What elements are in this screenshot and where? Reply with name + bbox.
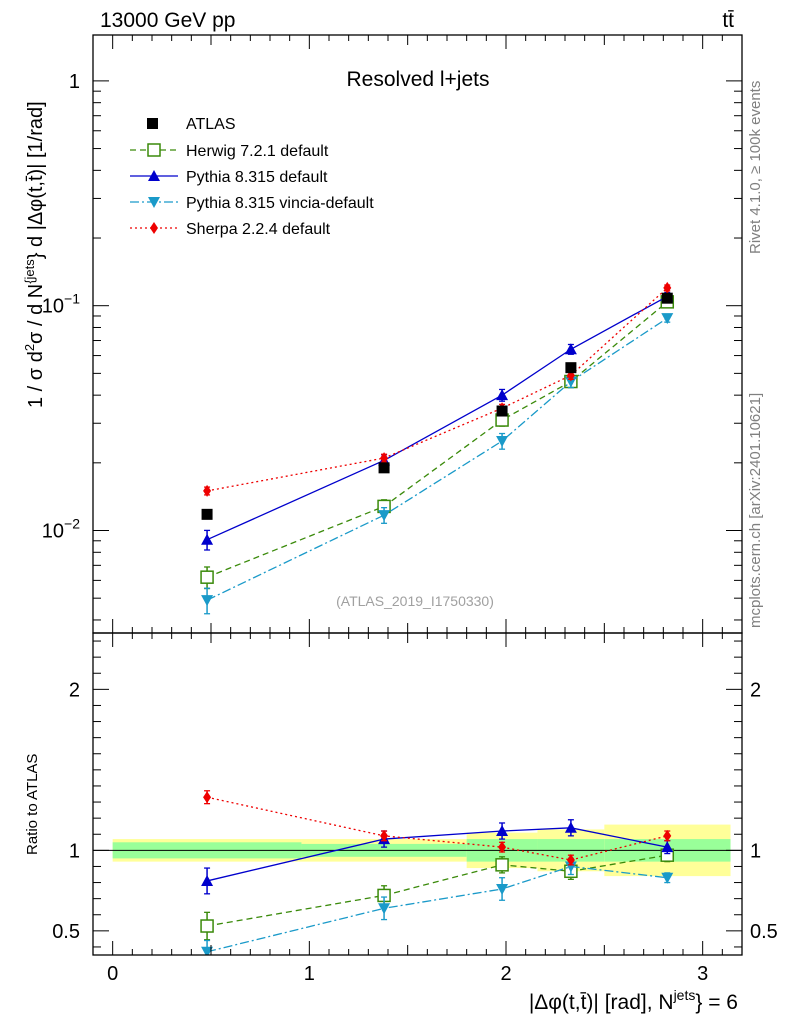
legend-marker-vincia [148, 197, 160, 208]
point-pythia-8-315-vincia-default-1 [378, 510, 391, 522]
ylabel-part-b: 2 [22, 344, 37, 351]
point-atlas-4 [661, 292, 673, 304]
ratio-point-sherpa-2-2-4-default-2 [498, 841, 507, 854]
ylabel-part-c: σ / d N [25, 284, 47, 344]
ratio-line-sherpa-2-2-4-default [206, 796, 668, 861]
point-atlas-0 [201, 508, 213, 520]
ratio-y-tick-label-left-0: 0.5 [52, 921, 80, 943]
x-axis-label: |Δφ(t,t̄)| [rad], Njets} = 6 [529, 987, 738, 1014]
legend-marker-pythia [148, 170, 160, 181]
y-tick-label-2: 10−2 [42, 516, 80, 543]
legend-label-herwig: Herwig 7.2.1 default [186, 143, 329, 160]
legend-item-vincia: Pythia 8.315 vincia-default [130, 195, 374, 212]
legend-label-pythia: Pythia 8.315 default [186, 169, 328, 186]
legend-marker-herwig [147, 143, 161, 157]
ratio-y-tick-label-right-1: 1 [750, 840, 761, 862]
analysis-id: (ATLAS_2019_I1750330) [336, 593, 494, 609]
point-herwig-7-2-1-default-0 [200, 570, 214, 584]
ratio-point-sherpa-2-2-4-default-0 [203, 791, 212, 804]
legend-marker-sherpa [150, 222, 158, 234]
ylabel-part-a: 1 / σ d [25, 351, 47, 408]
ratio-y-tick-label-right-2: 2 [750, 679, 761, 701]
legend-label-atlas: ATLAS [186, 116, 236, 133]
point-sherpa-2-2-4-default-4 [663, 281, 672, 294]
axes: 0 1 2 3 1 10−1 10−2 0.5 0.5 1 1 2 2 [42, 35, 778, 985]
xlabel-sup: jets [673, 987, 696, 1003]
legend-label-vincia: Pythia 8.315 vincia-default [186, 195, 374, 212]
legend-item-atlas: ATLAS [147, 116, 236, 133]
point-sherpa-2-2-4-default-1 [380, 452, 389, 465]
ratio-point-pythia-8-315-vincia-default-1 [378, 903, 391, 915]
rivet-label: Rivet 4.1.0, ≥ 100k events [747, 81, 764, 254]
x-tick-label-1: 1 [304, 963, 315, 985]
ratio-point-sherpa-2-2-4-default-3 [566, 854, 575, 867]
series-line-pythia-8-315-vincia-default [206, 317, 668, 601]
y-axis-label: 1 / σ d2σ / d N{jets} d |Δφ(t,t̄)| [1/ra… [22, 101, 47, 408]
legend-item-herwig: Herwig 7.2.1 default [130, 143, 329, 160]
ratio-point-pythia-8-315-vincia-default-2 [496, 883, 509, 895]
ratio-point-pythia-8-315-default-2 [496, 825, 509, 837]
point-pythia-8-315-default-3 [564, 343, 577, 355]
ratio-point-sherpa-2-2-4-default-1 [380, 829, 389, 842]
process-label: tt̄ [722, 9, 734, 32]
x-tick-label-3: 3 [697, 963, 708, 985]
legend-item-sherpa: Sherpa 2.2.4 default [130, 221, 331, 238]
ratio-frame [92, 632, 743, 956]
ratio-y-tick-label-left-2: 2 [69, 679, 80, 701]
ratio-point-pythia-8-315-vincia-default-4 [661, 872, 674, 884]
point-pythia-8-315-default-0 [201, 533, 214, 545]
point-pythia-8-315-vincia-default-2 [496, 436, 509, 448]
ylabel-part-e: } d |Δφ(t,t̄)| [1/rad] [25, 101, 47, 259]
xlabel-tail: } = 6 [695, 991, 738, 1014]
legend-label-sherpa: Sherpa 2.2.4 default [186, 221, 331, 238]
series-line-herwig-7-2-1-default [206, 301, 668, 578]
ratio-point-sherpa-2-2-4-default-4 [663, 829, 672, 842]
ratio-point-pythia-8-315-default-4 [661, 841, 674, 853]
y-tick-label-1: 10−1 [42, 291, 80, 318]
ratio-y-axis-label: Ratio to ATLAS [24, 754, 41, 855]
series-line-sherpa-2-2-4-default [206, 287, 668, 492]
legend: ATLAS Herwig 7.2.1 default Pythia 8.315 … [130, 116, 374, 238]
energy-label: 13000 GeV pp [100, 9, 235, 32]
ratio-point-pythia-8-315-default-0 [201, 874, 214, 886]
ratio-panel-series [200, 790, 675, 955]
ratio-point-pythia-8-315-vincia-default-0 [201, 946, 214, 955]
ratio-point-herwig-7-2-1-default-0 [200, 919, 214, 933]
point-atlas-3 [565, 362, 577, 374]
xlabel-main: |Δφ(t,t̄)| [rad], N [529, 991, 674, 1014]
series-line-pythia-8-315-default [206, 295, 668, 541]
ylabel-part-d: {jets [22, 259, 37, 284]
x-tick-label-2: 2 [500, 963, 511, 985]
x-tick-label-0: 0 [107, 963, 118, 985]
ratio-point-herwig-7-2-1-default-2 [495, 858, 509, 872]
main-panel-series [200, 281, 675, 615]
ratio-y-tick-label-right-0: 0.5 [750, 921, 778, 943]
legend-item-pythia: Pythia 8.315 default [130, 169, 328, 186]
ratio-y-tick-label-left-1: 1 [69, 840, 80, 862]
point-pythia-8-315-default-2 [496, 389, 509, 401]
ratio-point-pythia-8-315-default-3 [564, 821, 577, 833]
point-pythia-8-315-vincia-default-0 [201, 595, 214, 607]
point-pythia-8-315-vincia-default-4 [661, 313, 674, 325]
legend-marker-atlas [147, 118, 158, 129]
point-atlas-2 [496, 405, 508, 417]
ratio-line-pythia-8-315-vincia-default [206, 865, 668, 953]
point-sherpa-2-2-4-default-0 [203, 484, 212, 497]
point-atlas-1 [378, 462, 390, 474]
mcplots-label: mcplots.cern.ch [arXiv:2401.10621] [747, 393, 764, 628]
chart-title: Resolved l+jets [347, 68, 490, 91]
y-tick-label-0: 1 [69, 71, 80, 93]
